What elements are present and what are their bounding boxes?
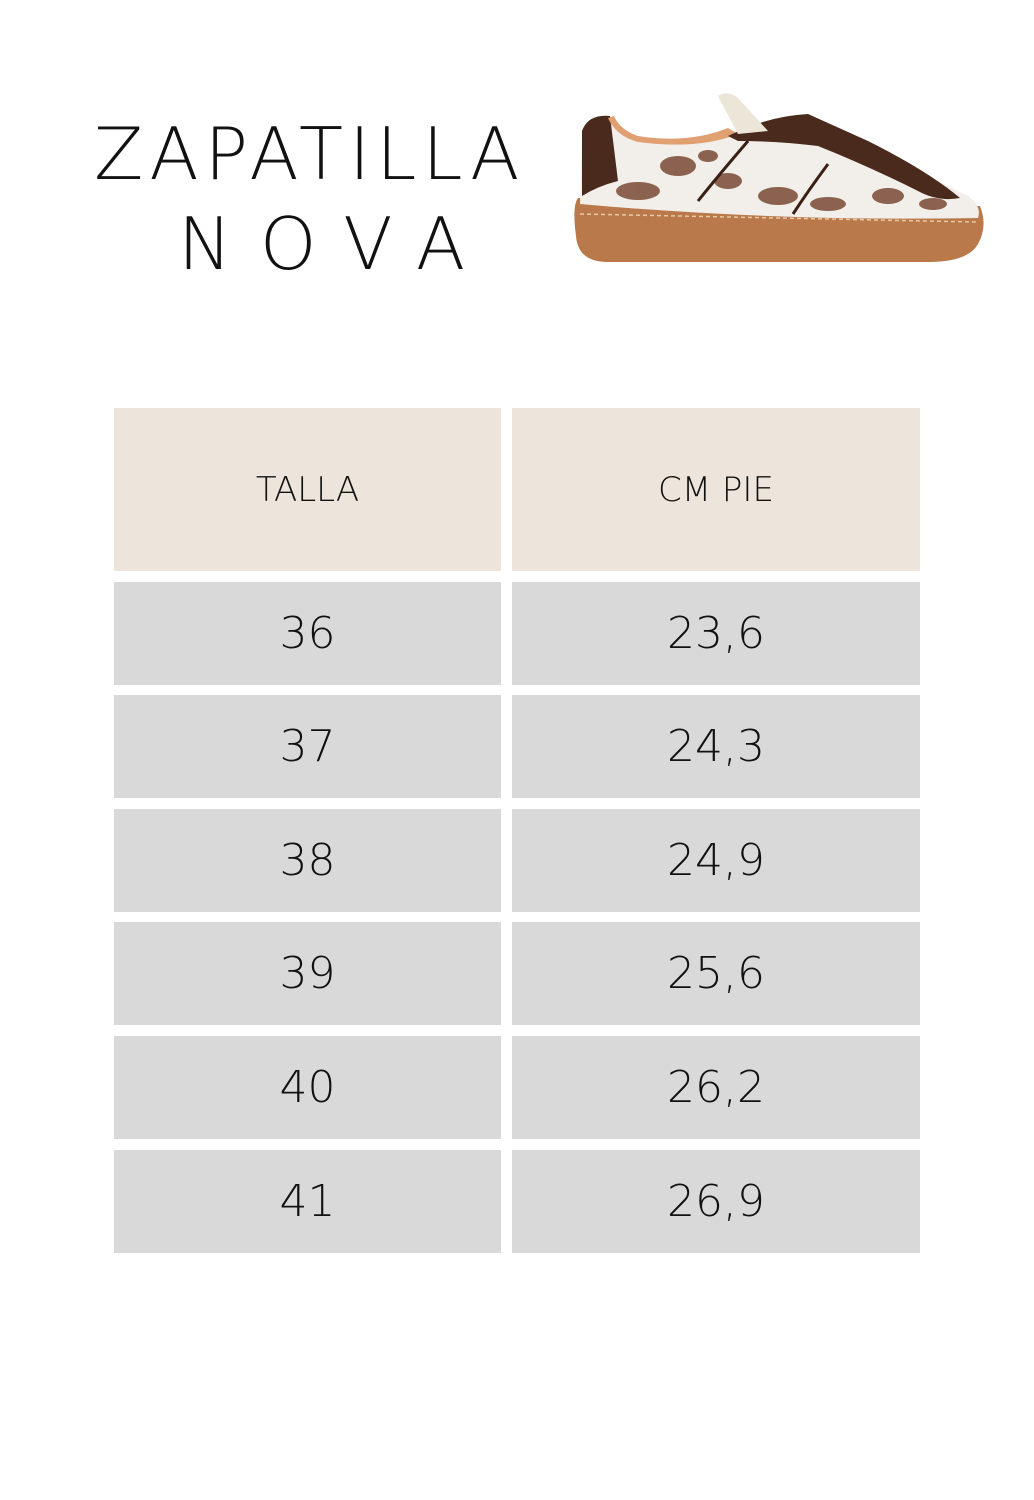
sneaker-image	[574, 93, 984, 262]
table-cell-size: 36	[114, 582, 501, 685]
table-cell-cm: 24,3	[512, 695, 920, 798]
title-line-2: NOVA	[178, 202, 494, 286]
header-talla: TALLA	[114, 408, 501, 571]
table-cell-size: 41	[114, 1150, 501, 1253]
table-cell-cm: 26,2	[512, 1036, 920, 1139]
table-cell-size: 40	[114, 1036, 501, 1139]
table-cell-cm: 23,6	[512, 582, 920, 685]
table-cell-size: 37	[114, 695, 501, 798]
table-cell-cm: 24,9	[512, 809, 920, 912]
table-cell-cm: 25,6	[512, 922, 920, 1025]
title-line-1: ZAPATILLA	[94, 112, 526, 196]
header-cm-pie: CM PIE	[512, 408, 920, 571]
table-cell-size: 38	[114, 809, 501, 912]
table-cell-size: 39	[114, 922, 501, 1025]
table-cell-cm: 26,9	[512, 1150, 920, 1253]
